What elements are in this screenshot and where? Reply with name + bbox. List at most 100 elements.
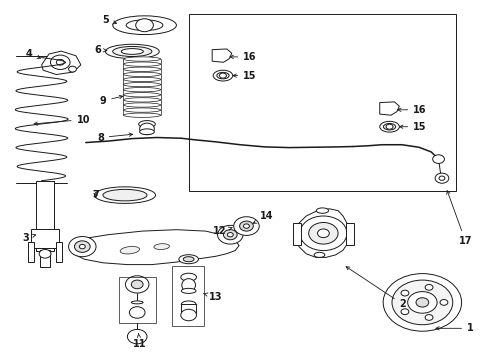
Ellipse shape bbox=[123, 87, 161, 92]
Circle shape bbox=[240, 221, 253, 231]
Circle shape bbox=[69, 237, 96, 257]
Text: 14: 14 bbox=[253, 211, 274, 223]
Circle shape bbox=[309, 222, 338, 244]
Polygon shape bbox=[42, 51, 81, 75]
Text: 8: 8 bbox=[97, 132, 132, 143]
Ellipse shape bbox=[113, 46, 152, 57]
Circle shape bbox=[383, 274, 462, 331]
Bar bbox=[172, 266, 204, 326]
Circle shape bbox=[223, 230, 237, 240]
Circle shape bbox=[131, 280, 143, 289]
Circle shape bbox=[181, 309, 196, 321]
Text: 12: 12 bbox=[213, 226, 232, 236]
Ellipse shape bbox=[123, 103, 161, 107]
Text: 5: 5 bbox=[102, 15, 117, 25]
Ellipse shape bbox=[123, 98, 161, 102]
Bar bbox=[181, 304, 196, 313]
Circle shape bbox=[56, 59, 64, 65]
Circle shape bbox=[136, 19, 153, 32]
Text: 17: 17 bbox=[447, 191, 472, 246]
Ellipse shape bbox=[380, 121, 399, 132]
Circle shape bbox=[234, 217, 259, 235]
Ellipse shape bbox=[181, 301, 196, 307]
Ellipse shape bbox=[154, 244, 170, 249]
Circle shape bbox=[125, 276, 149, 293]
Ellipse shape bbox=[179, 255, 198, 264]
Circle shape bbox=[392, 280, 453, 325]
Circle shape bbox=[440, 300, 448, 305]
Text: 2: 2 bbox=[346, 267, 406, 309]
Ellipse shape bbox=[213, 70, 233, 81]
Ellipse shape bbox=[103, 189, 147, 201]
Polygon shape bbox=[212, 49, 232, 62]
Circle shape bbox=[425, 284, 433, 290]
Polygon shape bbox=[73, 230, 239, 265]
Ellipse shape bbox=[123, 77, 161, 82]
Bar bbox=[346, 223, 354, 245]
Bar bbox=[28, 242, 34, 262]
Ellipse shape bbox=[182, 279, 196, 292]
Circle shape bbox=[425, 315, 433, 320]
Circle shape bbox=[401, 309, 409, 315]
Circle shape bbox=[435, 173, 449, 183]
Bar bbox=[189, 14, 456, 191]
Text: 4: 4 bbox=[26, 49, 41, 59]
Bar bbox=[40, 250, 50, 267]
Ellipse shape bbox=[183, 257, 194, 262]
Circle shape bbox=[227, 233, 233, 237]
Text: 11: 11 bbox=[133, 333, 147, 349]
Circle shape bbox=[74, 241, 90, 252]
Ellipse shape bbox=[140, 123, 154, 135]
Ellipse shape bbox=[123, 108, 161, 112]
Ellipse shape bbox=[105, 44, 159, 59]
Ellipse shape bbox=[123, 57, 161, 61]
Ellipse shape bbox=[131, 301, 143, 304]
Text: 13: 13 bbox=[203, 292, 222, 302]
Bar bbox=[31, 229, 59, 248]
Circle shape bbox=[401, 290, 409, 296]
Text: 10: 10 bbox=[34, 114, 90, 125]
Ellipse shape bbox=[123, 113, 161, 117]
Circle shape bbox=[50, 55, 70, 69]
Bar bbox=[293, 223, 301, 245]
Polygon shape bbox=[380, 102, 399, 115]
Ellipse shape bbox=[123, 72, 161, 77]
Text: 15: 15 bbox=[233, 71, 257, 81]
Text: 16: 16 bbox=[230, 52, 257, 62]
Text: 7: 7 bbox=[92, 190, 99, 200]
Text: 1: 1 bbox=[436, 323, 474, 333]
Bar bbox=[56, 242, 62, 262]
Circle shape bbox=[69, 66, 76, 72]
Ellipse shape bbox=[140, 129, 154, 135]
Circle shape bbox=[79, 244, 85, 249]
Ellipse shape bbox=[123, 67, 161, 71]
Polygon shape bbox=[296, 209, 350, 257]
Circle shape bbox=[129, 307, 145, 318]
Ellipse shape bbox=[317, 208, 329, 213]
Circle shape bbox=[318, 229, 329, 238]
Text: 3: 3 bbox=[22, 233, 36, 243]
Ellipse shape bbox=[123, 62, 161, 66]
Bar bbox=[36, 181, 54, 251]
Text: 9: 9 bbox=[99, 95, 123, 106]
Ellipse shape bbox=[314, 252, 325, 257]
Ellipse shape bbox=[123, 82, 161, 87]
Circle shape bbox=[439, 176, 445, 180]
Ellipse shape bbox=[113, 16, 176, 35]
Circle shape bbox=[433, 155, 444, 163]
Ellipse shape bbox=[181, 273, 196, 281]
Circle shape bbox=[244, 224, 249, 228]
Text: 15: 15 bbox=[400, 122, 427, 132]
Ellipse shape bbox=[120, 247, 140, 254]
Ellipse shape bbox=[123, 93, 161, 97]
Ellipse shape bbox=[94, 187, 156, 203]
Circle shape bbox=[220, 73, 226, 78]
Circle shape bbox=[127, 329, 147, 344]
Ellipse shape bbox=[181, 288, 196, 293]
Ellipse shape bbox=[384, 123, 396, 130]
Circle shape bbox=[416, 298, 429, 307]
Text: 16: 16 bbox=[398, 105, 427, 115]
Text: 6: 6 bbox=[95, 45, 107, 55]
Bar bbox=[119, 277, 156, 323]
Circle shape bbox=[386, 124, 393, 129]
